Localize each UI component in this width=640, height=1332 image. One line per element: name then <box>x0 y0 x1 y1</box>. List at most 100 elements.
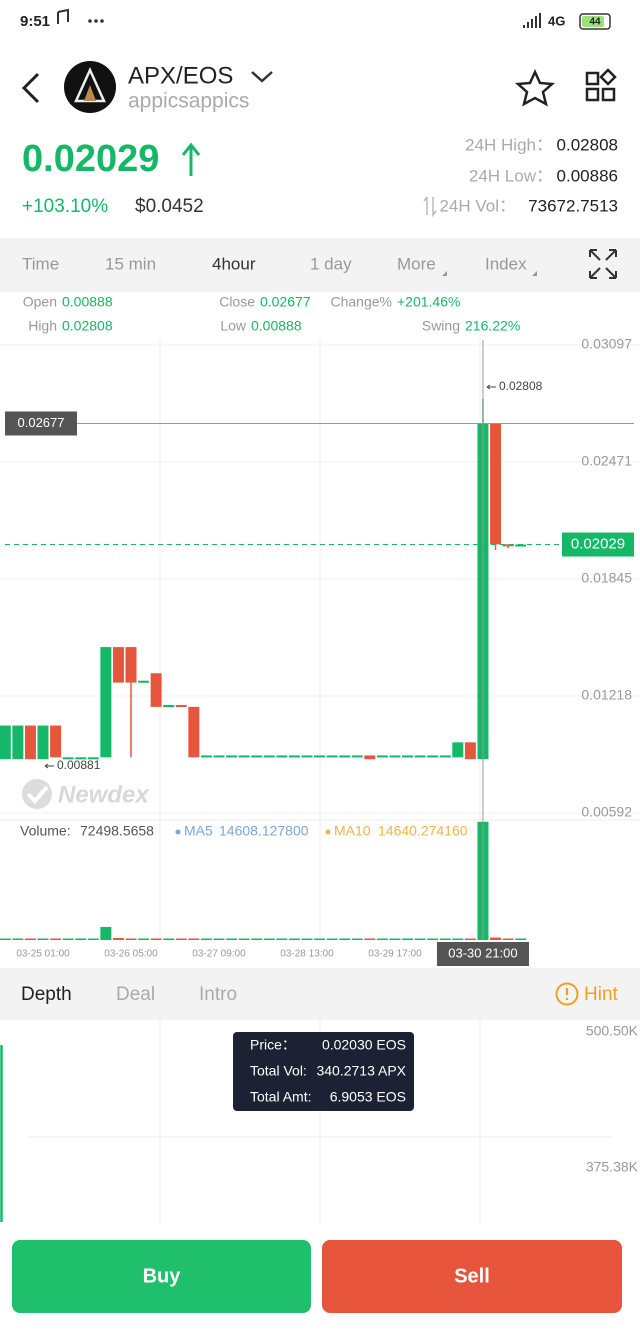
period-tab[interactable]: 1 day <box>310 254 352 273</box>
volume-bar <box>288 938 300 940</box>
y-tick-label: 0.02471 <box>581 453 632 469</box>
x-tick-label: 03-30 21:00 <box>448 945 517 960</box>
vol-icon <box>423 196 437 218</box>
buy-button[interactable] <box>12 1240 311 1313</box>
volume-bar <box>37 938 49 940</box>
volume-bar <box>188 938 200 940</box>
period-tab[interactable]: Time <box>22 254 59 273</box>
battery-level <box>582 16 604 27</box>
sell-button[interactable] <box>322 1240 622 1313</box>
candle-body <box>452 742 464 758</box>
watermark-logo <box>22 779 52 809</box>
y-tick-label: 0.03097 <box>581 336 632 352</box>
candle-body <box>50 725 62 758</box>
dropdown-corner <box>532 271 537 276</box>
hint-icon[interactable] <box>555 982 579 1006</box>
intro-tab[interactable]: Intro <box>199 984 237 1005</box>
volume-bar <box>490 937 502 940</box>
ohlc-label: High <box>28 318 57 334</box>
depth-tab-bar <box>0 968 640 1020</box>
volume-label: Volume: <box>20 823 71 839</box>
vol-label: 24H Vol： <box>439 196 516 215</box>
volume-bar <box>12 938 24 940</box>
volume-bar <box>452 938 464 940</box>
last-price-box <box>562 532 634 557</box>
volume-bar <box>376 938 388 940</box>
volume-bar <box>364 938 376 940</box>
volume-bar <box>112 938 124 940</box>
high-label: 24H High： <box>465 135 553 154</box>
candle-body <box>213 755 225 758</box>
dropdown-corner <box>442 271 447 276</box>
period-tab[interactable]: 15 min <box>105 254 156 273</box>
volume-bar <box>263 938 275 940</box>
tooltip-label: Price： <box>250 1037 296 1053</box>
price-change: +103.10% <box>22 196 108 217</box>
volume-bar <box>200 938 212 940</box>
up-arrow <box>181 142 201 176</box>
volume-bar <box>75 938 87 940</box>
candle-body <box>138 680 150 683</box>
fullscreen-button[interactable] <box>589 249 617 279</box>
x-tick-label: 03-26 05:00 <box>104 949 158 960</box>
x-tick-label: 03-29 17:00 <box>368 949 422 960</box>
volume-bar <box>150 938 162 940</box>
ma-dot <box>175 829 181 835</box>
favorite-button[interactable] <box>514 68 556 107</box>
candle-body <box>339 755 351 758</box>
hint[interactable]: Hint <box>584 984 619 1005</box>
ohlc-value: 216.22% <box>465 318 520 334</box>
dot <box>88 19 92 23</box>
volume-bar <box>502 938 514 940</box>
x-crosshair-box <box>436 942 529 966</box>
vol-value: 73672.7513 <box>528 196 618 215</box>
candle-body <box>326 755 338 758</box>
volume-bar <box>175 938 187 940</box>
ma-value: 14608.127800 <box>219 823 309 839</box>
ma-name: MA5 <box>184 823 213 839</box>
volume-bar <box>276 938 288 940</box>
max-label: 0.02808 <box>499 379 543 393</box>
candle-body <box>175 705 187 708</box>
candle-body <box>364 755 376 760</box>
buy-label: Buy <box>143 1265 182 1287</box>
depth-tab[interactable]: Depth <box>21 984 72 1005</box>
volume-bar <box>339 938 351 940</box>
candle-body <box>75 757 87 760</box>
menu-button[interactable] <box>585 68 617 102</box>
volume-bar <box>138 938 150 940</box>
depth-tick: 375.38K <box>586 1159 639 1175</box>
watermark-logo <box>26 785 49 804</box>
candle-body <box>150 673 162 707</box>
ohlc-value: 0.02808 <box>62 318 113 334</box>
music-icon <box>57 8 69 24</box>
candle-body <box>351 755 363 758</box>
candle-body <box>314 755 326 758</box>
dot <box>100 19 104 23</box>
ohlc-label: Swing <box>422 318 460 334</box>
volume-bar <box>213 938 225 940</box>
crosshair-label: 0.02677 <box>18 415 65 430</box>
battery-text: 44 <box>589 17 601 28</box>
ohlc-label: Open <box>23 294 57 310</box>
candle-body <box>464 742 476 760</box>
ohlc-value: +201.46% <box>397 294 460 310</box>
candle-body <box>62 757 74 760</box>
low-label: 24H Low： <box>469 166 553 185</box>
pair-dropdown[interactable] <box>251 71 273 83</box>
y-tick-label: 0.00592 <box>581 804 632 820</box>
deal-tab[interactable]: Deal <box>116 984 155 1005</box>
back-button[interactable] <box>21 72 40 104</box>
low-value: 0.00886 <box>557 166 618 185</box>
period-tab[interactable]: 4hour <box>212 254 256 273</box>
candle-body <box>402 755 414 758</box>
volume-bar <box>238 938 250 940</box>
y-tick-label: 0.01218 <box>581 687 632 703</box>
volume-bar <box>0 938 11 940</box>
period-tab[interactable]: Index <box>485 254 527 273</box>
dot <box>94 19 98 23</box>
y-tick-label: 0.01845 <box>581 570 632 586</box>
period-tab[interactable]: More <box>397 254 436 273</box>
candle-body <box>24 725 36 760</box>
pair-name: APX/EOS <box>128 62 233 89</box>
